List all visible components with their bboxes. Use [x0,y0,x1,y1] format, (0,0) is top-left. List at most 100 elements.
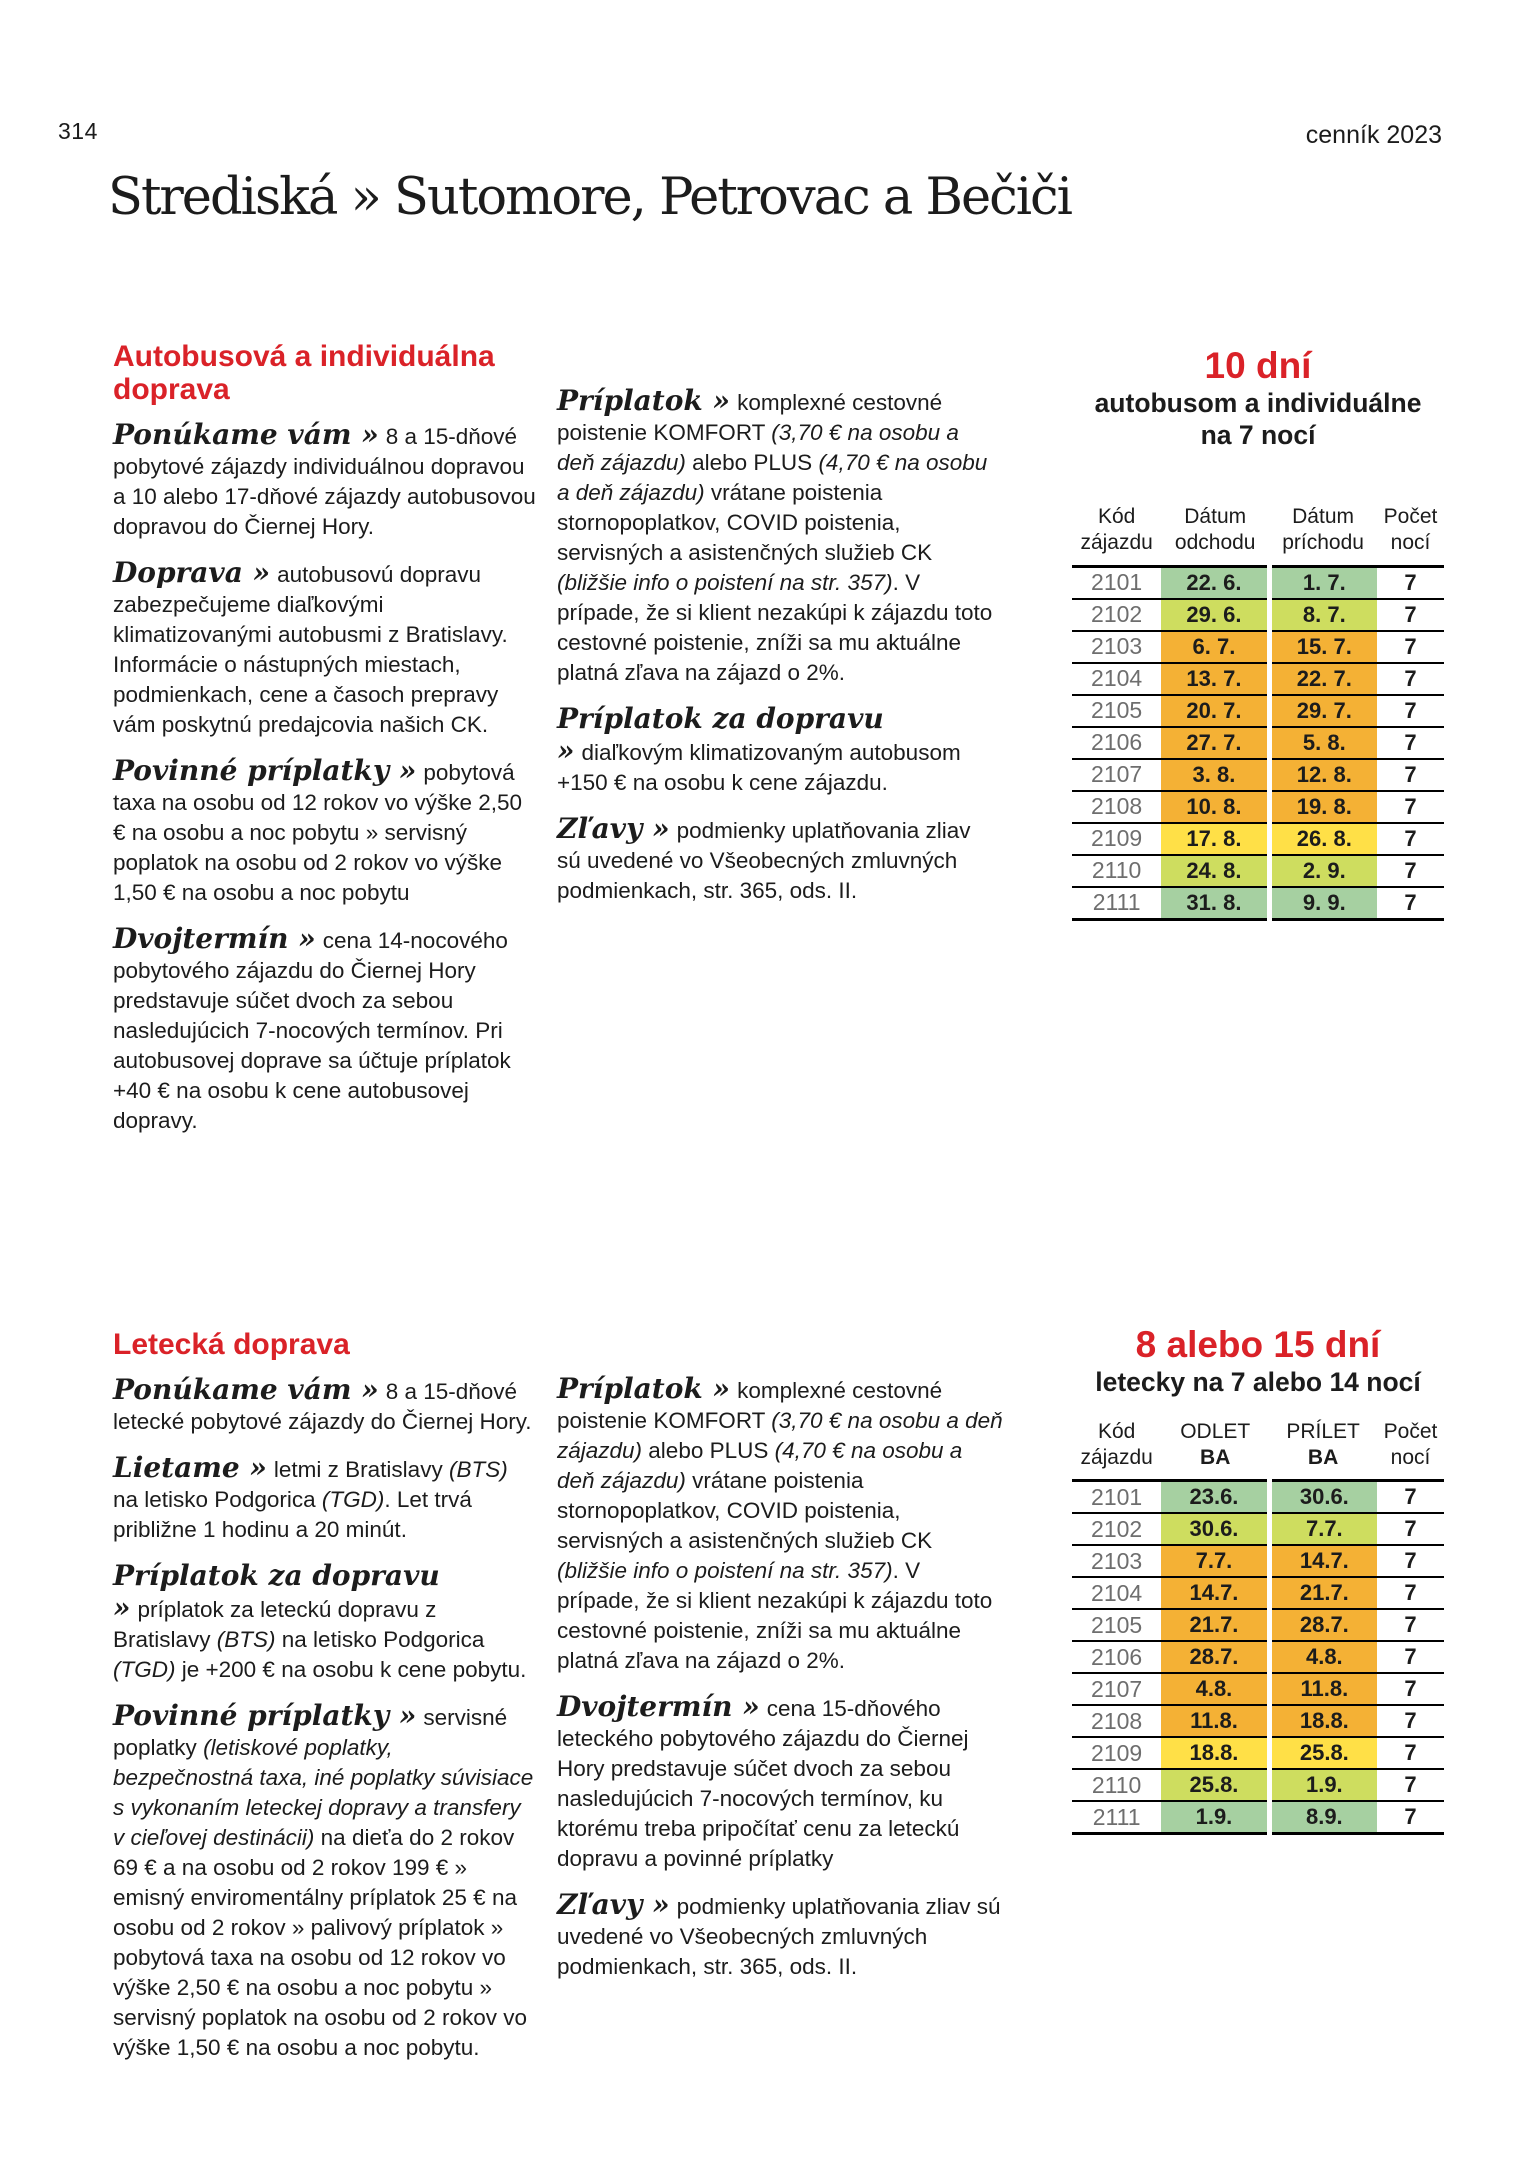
paragraph-run-italic: (bližšie info o poistení na str. 357) [557,570,893,595]
arrival-date-cell: 12. 8. [1266,758,1378,792]
arrival-date-cell: 21.7. [1266,1577,1378,1611]
paragraph-lead: Dvojtermín » [113,922,316,955]
tour-code-cell: 2105 [1072,1609,1162,1643]
paragraph-run: podmienky uplatňovania zliav sú uvedené … [557,1894,1001,1979]
paragraph-run-italic: (4,70 € na osobu a deň zájazdu) [557,1438,963,1493]
tour-code-cell: 2109 [1072,1737,1162,1771]
table-row: 2106 28.7. 4.8. 7 [1072,1641,1444,1675]
bus-offer-subtitle-1: autobusom a individuálne [1094,387,1422,418]
air-paragraphs-right: Príplatok » komplexné cestovné poistenie … [557,1374,1003,1982]
bus-offer-block: 10 dní autobusom a individuálne na 7 noc… [1072,345,1444,921]
paragraph: Príplatok za dopravu » diaľkovým klimatiz… [557,704,997,798]
paragraph: Doprava » autobusovú dopravu zabezpečujem… [113,558,537,740]
tour-code-cell: 2111 [1072,1801,1162,1836]
departure-date-cell: 20. 7. [1161,694,1270,728]
nights-count-cell: 7 [1377,1705,1444,1739]
paragraph-run-italic: (3,70 € na osobu a deň zájazdu) [557,1408,1003,1463]
arrival-date-cell: 4.8. [1266,1641,1378,1675]
departure-date-cell: 21.7. [1161,1609,1270,1643]
table-row: 2109 18.8. 25.8. 7 [1072,1737,1444,1771]
paragraph-run-italic: (BTS) [216,1627,276,1652]
paragraph: Dvojtermín » cena 14-nocového pobytového … [113,924,537,1136]
departure-date-cell: 30.6. [1161,1513,1270,1547]
table-row: 2105 21.7. 28.7. 7 [1072,1609,1444,1643]
nights-count-cell: 7 [1377,886,1444,921]
paragraph-lead: Príplatok za dopravu » [113,1559,440,1624]
tour-code-cell: 2108 [1072,1705,1162,1739]
paragraph-run: cena 14-nocového pobytového zájazdu do Č… [113,928,511,1133]
bus-schedule-table: Kód zájazdu Dátum odchodu Dátum príchodu Počet… [1072,504,1444,921]
tour-code-cell: 2110 [1072,1769,1162,1803]
arrival-date-cell: 29. 7. [1266,694,1378,728]
paragraph: Zľavy » podmienky uplatňovania zliav sú u… [557,1890,1003,1982]
nights-count-cell: 7 [1377,1577,1444,1611]
departure-date-cell: 13. 7. [1161,662,1270,696]
table-header-cell: PRÍLET BA [1269,1418,1378,1483]
bus-paragraphs-right: Príplatok » komplexné cestovné poistenie … [557,386,997,906]
tour-code-cell: 2102 [1072,1513,1162,1547]
paragraph-run: alebo PLUS [642,1438,775,1463]
departure-date-cell: 29. 6. [1161,598,1270,632]
table-row: 2110 24. 8. 2. 9. 7 [1072,854,1444,888]
paragraph-run: 8 a 15-dňové letecké pobytové zájazdy do… [113,1379,532,1434]
paragraph: Povinné príplatky » servisné poplatky (le… [113,1701,537,2063]
air-section-column-2: Príplatok » komplexné cestovné poistenie … [557,1374,1003,1998]
paragraph-run-italic: (TGD) [113,1657,176,1682]
arrival-date-cell: 1.9. [1266,1769,1378,1803]
arrival-date-cell: 15. 7. [1266,630,1378,664]
table-header-cell: Kód zájazdu [1072,504,1162,568]
paragraph-lead: Lietame » [113,1451,267,1484]
table-row: 2105 20. 7. 29. 7. 7 [1072,694,1444,728]
tour-code-cell: 2108 [1072,790,1162,824]
tour-code-cell: 2106 [1072,1641,1162,1675]
nights-count-cell: 7 [1377,1480,1444,1515]
tour-code-cell: 2101 [1072,566,1162,600]
table-row: 2106 27. 7. 5. 8. 7 [1072,726,1444,760]
bus-offer-duration: 10 dní [1204,345,1312,386]
arrival-date-cell: 30.6. [1266,1480,1378,1515]
table-row: 2111 31. 8. 9. 9. 7 [1072,886,1444,921]
nights-count-cell: 7 [1377,1769,1444,1803]
paragraph: Ponúkame vám » 8 a 15-dňové letecké pobyt… [113,1375,537,1437]
nights-count-cell: 7 [1377,822,1444,856]
arrival-date-cell: 5. 8. [1266,726,1378,760]
paragraph-lead: Dvojtermín » [557,1690,760,1723]
paragraph-run: cena 15-dňového leteckého pobytového záj… [557,1696,969,1871]
paragraph-lead: Povinné príplatky » [113,754,417,787]
departure-date-cell: 1.9. [1161,1801,1270,1836]
arrival-date-cell: 11.8. [1266,1673,1378,1707]
paragraph-lead: Povinné príplatky » [113,1699,417,1732]
departure-date-cell: 6. 7. [1161,630,1270,664]
paragraph: Lietame » letmi z Bratislavy (BTS) na let… [113,1453,537,1545]
paragraph: Ponúkame vám » 8 a 15-dňové pobytové zája… [113,420,537,542]
table-row: 2108 11.8. 18.8. 7 [1072,1705,1444,1739]
table-header-cell: Kód zájazdu [1072,1418,1162,1483]
departure-date-cell: 10. 8. [1161,790,1270,824]
paragraph-run-italic: (letiskové poplatky, bezpečnostná taxa, … [113,1735,534,1850]
table-header-cell: Počet nocí [1377,504,1444,568]
paragraph-run: komplexné cestovné poistenie KOMFORT [557,1378,943,1433]
table-header-cell: ODLET BA [1161,1418,1270,1483]
paragraph-lead: Doprava » [113,556,271,589]
departure-date-cell: 27. 7. [1161,726,1270,760]
page-number: 314 [58,118,98,144]
nights-count-cell: 7 [1377,854,1444,888]
nights-count-cell: 7 [1377,1513,1444,1547]
tour-code-cell: 2106 [1072,726,1162,760]
tour-code-cell: 2105 [1072,694,1162,728]
departure-date-cell: 25.8. [1161,1769,1270,1803]
table-header-cell: Dátum odchodu [1161,504,1270,568]
nights-count-cell: 7 [1377,1801,1444,1836]
paragraph-run-italic: (3,70 € na osobu a deň zájazdu) [557,420,959,475]
nights-count-cell: 7 [1377,630,1444,664]
paragraph-run: . V prípade, že si klient nezakúpi k záj… [557,1558,993,1673]
tour-code-cell: 2107 [1072,758,1162,792]
paragraph-run: letmi z Bratislavy [273,1457,449,1482]
paragraph-lead: Príplatok » [557,1372,731,1405]
table-row: 2102 29. 6. 8. 7. 7 [1072,598,1444,632]
paragraph-lead: Ponúkame vám » [113,1373,379,1406]
paragraph-lead: Príplatok » [557,384,731,417]
paragraph-run: komplexné cestovné poistenie KOMFORT [557,390,943,445]
bus-section-column-1: Autobusová a individuálna doprava Ponúka… [113,340,537,1152]
